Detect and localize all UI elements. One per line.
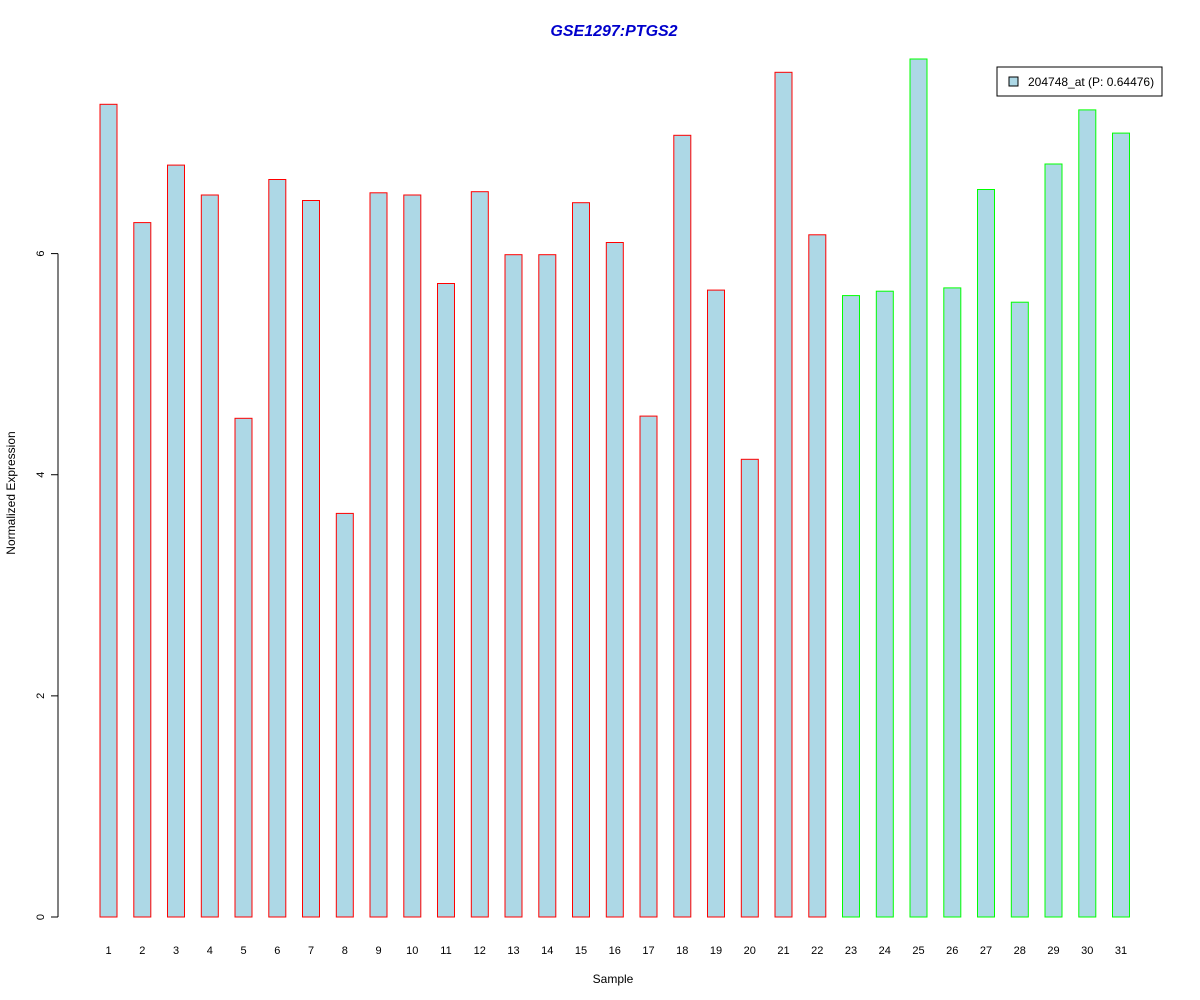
x-tick-label: 12 <box>474 945 486 957</box>
x-tick-label: 30 <box>1081 945 1093 957</box>
y-tick-label: 6 <box>35 251 47 257</box>
x-tick-label: 26 <box>946 945 958 957</box>
bar <box>167 164 185 918</box>
legend-swatch <box>1008 76 1019 87</box>
bar <box>605 242 624 918</box>
bar <box>875 290 894 918</box>
x-tick-label: 19 <box>710 945 722 957</box>
legend: 204748_at (P: 0.64476) <box>996 66 1163 97</box>
bar <box>1112 132 1130 918</box>
y-tick-label: 0 <box>35 914 47 920</box>
x-tick-label: 28 <box>1014 945 1026 957</box>
bar <box>369 192 388 918</box>
x-tick-label: 11 <box>440 945 451 957</box>
bar <box>504 254 523 918</box>
bar <box>673 134 692 918</box>
x-tick-label: 9 <box>375 945 381 957</box>
x-tick-label: 2 <box>139 945 145 957</box>
bar <box>740 458 759 918</box>
bar <box>977 189 995 918</box>
x-tick-label: 7 <box>308 945 314 957</box>
x-tick-label: 31 <box>1115 945 1127 957</box>
x-axis-title: Sample <box>593 972 634 986</box>
x-tick-label: 15 <box>575 945 587 957</box>
bar <box>99 103 118 918</box>
x-tick-label: 3 <box>173 945 179 957</box>
x-tick-label: 13 <box>507 945 519 957</box>
bar <box>1078 109 1097 918</box>
y-axis-title: Normalized Expression <box>4 431 18 554</box>
bar <box>1044 163 1063 918</box>
legend-label: 204748_at (P: 0.64476) <box>1028 75 1154 89</box>
bar <box>200 194 219 918</box>
x-tick-label: 10 <box>406 945 418 957</box>
bar <box>268 179 287 918</box>
x-tick-label: 16 <box>609 945 621 957</box>
x-tick-label: 22 <box>811 945 823 957</box>
bars <box>99 58 1130 918</box>
bar <box>234 417 253 918</box>
x-tick-label: 29 <box>1047 945 1059 957</box>
bar <box>572 202 590 918</box>
x-tick-label: 24 <box>879 945 891 957</box>
x-tick-label: 8 <box>342 945 348 957</box>
bar <box>403 194 422 918</box>
bar <box>808 234 827 918</box>
x-tick-label: 5 <box>240 945 246 957</box>
x-tick-label: 18 <box>676 945 688 957</box>
bar <box>470 191 489 918</box>
bar <box>133 222 152 918</box>
x-tick-label: 21 <box>777 945 789 957</box>
bar <box>943 287 962 918</box>
y-axis: 0 2 4 6 <box>35 251 59 920</box>
chart-title: GSE1297:PTGS2 <box>550 23 677 40</box>
x-tick-label: 25 <box>912 945 924 957</box>
bar <box>909 58 928 918</box>
legend-box <box>996 66 1163 97</box>
bar <box>538 254 557 918</box>
x-tick-label: 27 <box>980 945 992 957</box>
bar <box>639 415 658 918</box>
y-tick-label: 2 <box>35 693 47 699</box>
bar <box>437 283 455 918</box>
x-tick-label: 23 <box>845 945 857 957</box>
x-tick-label: 14 <box>541 945 553 957</box>
x-tick-label: 6 <box>274 945 280 957</box>
x-tick-label: 20 <box>744 945 756 957</box>
x-tick-label: 4 <box>207 945 213 957</box>
bar <box>842 295 860 918</box>
bar <box>335 512 354 918</box>
bar <box>1010 301 1029 918</box>
x-tick-labels: 1 2 3 4 5 6 7 8 9 10 11 12 13 14 15 16 17 18 19 20 21 22 23 24 2… <box>105 945 1127 957</box>
x-tick-label: 1 <box>105 945 111 957</box>
bar <box>302 200 320 918</box>
bar <box>774 71 793 918</box>
y-tick-label: 4 <box>35 472 47 478</box>
bar <box>707 289 725 918</box>
x-tick-label: 17 <box>642 945 654 957</box>
